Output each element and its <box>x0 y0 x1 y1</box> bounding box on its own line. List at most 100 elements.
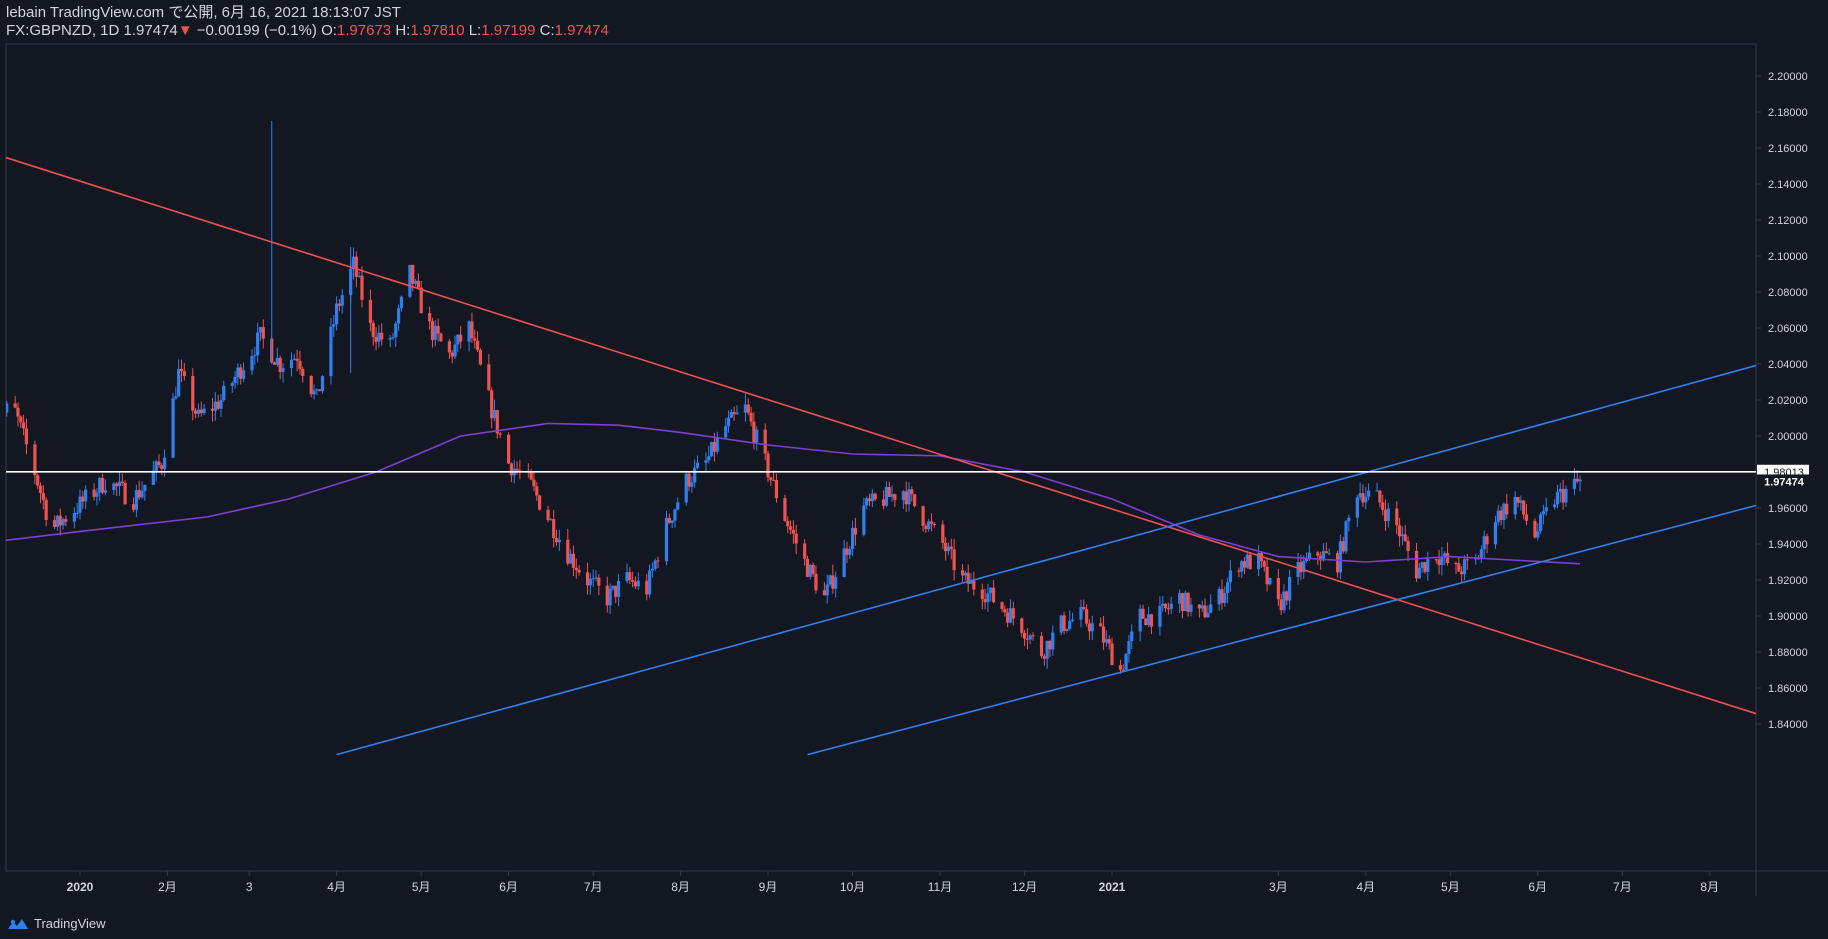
candle-body <box>1161 603 1165 606</box>
candle-body <box>41 493 45 500</box>
candle-body <box>391 337 395 339</box>
candle-body <box>312 390 316 395</box>
candle-body <box>320 376 325 392</box>
candle-body <box>210 408 215 411</box>
candle-body <box>588 578 592 586</box>
candle-body <box>605 585 609 606</box>
publish-info: lebain TradingView.com で公開, 6月 16, 2021 … <box>6 4 401 21</box>
candle-body <box>84 489 88 502</box>
candle-body <box>1555 491 1560 505</box>
candle-body <box>1400 534 1405 537</box>
candle-body <box>397 308 401 324</box>
candle-body <box>1223 593 1227 603</box>
candle-body <box>1513 496 1517 515</box>
last-price-tag <box>1757 474 1809 489</box>
candle-body <box>140 490 144 498</box>
candle-body <box>791 529 795 534</box>
candle-body <box>137 490 141 498</box>
candle-body <box>1020 618 1024 633</box>
candle-body <box>1482 536 1486 550</box>
candle-body <box>334 303 339 325</box>
candle-body <box>842 548 846 578</box>
down-arrow-icon: ▼ <box>177 22 193 39</box>
candle-body <box>554 538 559 543</box>
candle-body <box>986 593 990 603</box>
candle-body <box>1485 536 1489 545</box>
candle-body <box>199 409 203 414</box>
candle-body <box>647 570 652 595</box>
candle-body <box>467 321 471 342</box>
ohlc-legend: FX:GBPNZD, 1D 1.97474▼ −0.00199 (−0.1%) … <box>6 22 609 40</box>
candle-body <box>453 344 457 357</box>
candle-body <box>803 543 807 559</box>
candle-body <box>1316 552 1320 556</box>
time-tick-label: 2021 <box>1099 880 1126 894</box>
ascending-channel-line <box>336 364 1756 756</box>
candle-body <box>470 321 474 339</box>
candle-body <box>910 489 914 495</box>
candle-body <box>1240 561 1244 572</box>
candle-body <box>1502 503 1506 520</box>
candle-body <box>1248 554 1252 570</box>
candle-body <box>921 506 925 526</box>
price-tick-label: 2.14000 <box>1768 179 1808 191</box>
candle-body <box>157 461 161 466</box>
candle-body <box>944 542 948 552</box>
candle-body <box>1262 561 1266 567</box>
candle-body <box>1025 638 1030 640</box>
candle-body <box>1443 553 1447 558</box>
candle-body <box>332 324 336 327</box>
price-tick-label: 2.16000 <box>1768 143 1808 155</box>
candle-body <box>625 572 629 581</box>
candle-body <box>1493 522 1498 545</box>
time-tick-label: 3 <box>246 880 253 894</box>
candle-body <box>1138 608 1142 632</box>
symbol-label[interactable]: FX:GBPNZD, 1D <box>6 22 120 39</box>
candle-body <box>552 519 556 539</box>
candle-body <box>134 490 138 510</box>
candle-body <box>811 564 815 574</box>
candle-body <box>865 498 869 506</box>
candle-body <box>1144 618 1148 626</box>
candle-body <box>1006 612 1010 623</box>
candle-body <box>853 527 858 535</box>
time-tick-label: 4月 <box>327 880 346 894</box>
candle-body <box>509 463 514 476</box>
candle-body <box>783 498 787 521</box>
candle-body <box>416 280 420 288</box>
candle-body <box>436 325 440 334</box>
candle-body <box>1110 643 1114 666</box>
candle-body <box>478 350 482 365</box>
time-tick-label: 3月 <box>1269 880 1288 894</box>
candle-body <box>653 560 657 569</box>
candle-body <box>952 549 956 571</box>
candle-body <box>941 524 945 543</box>
candle-body <box>1197 604 1202 609</box>
candle-body <box>972 579 976 590</box>
candle-body <box>1031 635 1035 637</box>
candle-body <box>690 482 694 487</box>
candle-body <box>980 589 984 600</box>
descending-trendline <box>6 156 1756 715</box>
time-tick-label: 4月 <box>1356 880 1375 894</box>
candle-body <box>357 275 361 277</box>
candle-body <box>1361 493 1365 503</box>
candle-body <box>377 332 381 342</box>
candle-body <box>532 479 536 487</box>
footer-brand[interactable]: TradingView <box>6 916 106 931</box>
candle-body <box>704 460 708 463</box>
candle-body <box>1285 591 1289 601</box>
candle-body <box>433 325 437 340</box>
candle-body <box>1366 490 1371 497</box>
candle-body <box>924 525 928 530</box>
candle-body <box>927 521 931 530</box>
candle-body <box>1533 520 1537 538</box>
candle-body <box>616 580 621 597</box>
candle-body <box>351 256 356 269</box>
candle-body <box>61 519 65 526</box>
candle-body <box>278 357 282 372</box>
candle-body <box>475 340 480 351</box>
candle-body <box>614 585 618 597</box>
